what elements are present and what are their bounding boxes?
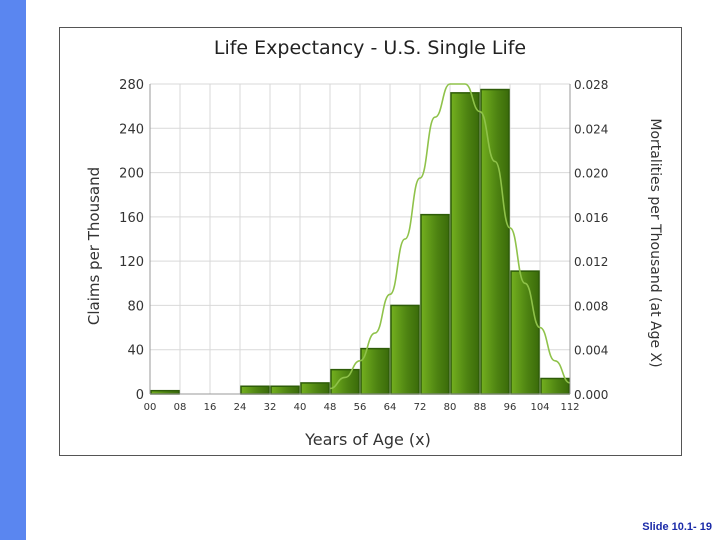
y-tick-label: 0 <box>136 388 144 403</box>
y2-tick-label: 0.004 <box>574 344 608 358</box>
histogram-bar <box>270 385 300 395</box>
secondary-y-axis-title: Mortalities per Thousand (at Age X) <box>647 118 663 367</box>
y-tick-label: 80 <box>127 299 144 314</box>
x-tick-label: 40 <box>294 402 307 413</box>
x-tick-label: 08 <box>174 402 187 413</box>
histogram-bar <box>330 368 360 395</box>
chart-title: Life Expectancy - U.S. Single Life <box>214 37 526 59</box>
histogram-bar <box>480 88 510 395</box>
histogram-bar <box>360 347 390 395</box>
x-tick-label: 56 <box>354 402 367 413</box>
x-tick-label: 104 <box>530 402 549 413</box>
y2-tick-label: 0.028 <box>574 78 608 92</box>
y2-tick-label: 0.016 <box>574 211 608 225</box>
histogram-bar <box>390 304 420 395</box>
slide-number: Slide 10.1- 19 <box>642 521 712 533</box>
histogram-bar <box>300 382 330 395</box>
x-tick-label: 88 <box>474 402 487 413</box>
x-tick-label: 72 <box>414 402 427 413</box>
life-expectancy-chart: 0 40 80 120 160 200 240 280 0.000 0.004 0.008 0.012… <box>85 37 663 449</box>
histogram-bar <box>420 213 450 395</box>
y-tick-label: 280 <box>119 78 144 93</box>
y2-tick-label: 0.008 <box>574 299 608 313</box>
y-tick-label: 160 <box>119 211 144 226</box>
y-tick-label: 200 <box>119 167 144 182</box>
slide-side-bar <box>0 0 26 540</box>
histogram-bar <box>510 270 540 395</box>
x-axis-title: Years of Age (x) <box>304 430 431 449</box>
x-tick-label: 64 <box>384 402 397 413</box>
x-tick-label: 96 <box>504 402 517 413</box>
y-tick-label: 40 <box>127 344 144 359</box>
y2-tick-label: 0.020 <box>574 167 608 181</box>
x-tick-label: 112 <box>560 402 579 413</box>
x-tick-label: 16 <box>204 402 217 413</box>
x-tick-label: 32 <box>264 402 277 413</box>
y-tick-label: 240 <box>119 122 144 137</box>
x-tick-label: 48 <box>324 402 337 413</box>
y2-tick-label: 0.000 <box>574 388 608 402</box>
y-tick-label: 120 <box>119 255 144 270</box>
y2-tick-label: 0.012 <box>574 255 608 269</box>
y2-tick-label: 0.024 <box>574 122 608 136</box>
histogram-bar <box>240 385 270 395</box>
histogram-bar <box>450 92 480 395</box>
x-tick-label: 00 <box>144 402 157 413</box>
histogram-bar <box>540 377 570 395</box>
mortality-curve <box>329 83 571 390</box>
x-tick-label: 24 <box>234 402 247 413</box>
y-axis-title: Claims per Thousand <box>85 167 103 325</box>
chart-frame: 0 40 80 120 160 200 240 280 0.000 0.004 0.008 0.012… <box>59 27 682 456</box>
x-tick-label: 80 <box>444 402 457 413</box>
